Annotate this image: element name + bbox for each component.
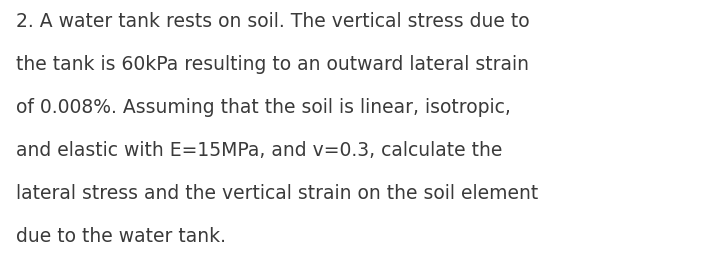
Text: of 0.008%. Assuming that the soil is linear, isotropic,: of 0.008%. Assuming that the soil is lin… [16, 98, 511, 116]
Text: and elastic with E=15MPa, and v=0.3, calculate the: and elastic with E=15MPa, and v=0.3, cal… [16, 141, 502, 159]
Text: the tank is 60kPa resulting to an outward lateral strain: the tank is 60kPa resulting to an outwar… [16, 55, 528, 73]
Text: 2. A water tank rests on soil. The vertical stress due to: 2. A water tank rests on soil. The verti… [16, 12, 529, 30]
Text: lateral stress and the vertical strain on the soil element: lateral stress and the vertical strain o… [16, 184, 538, 202]
Text: due to the water tank.: due to the water tank. [16, 227, 226, 246]
